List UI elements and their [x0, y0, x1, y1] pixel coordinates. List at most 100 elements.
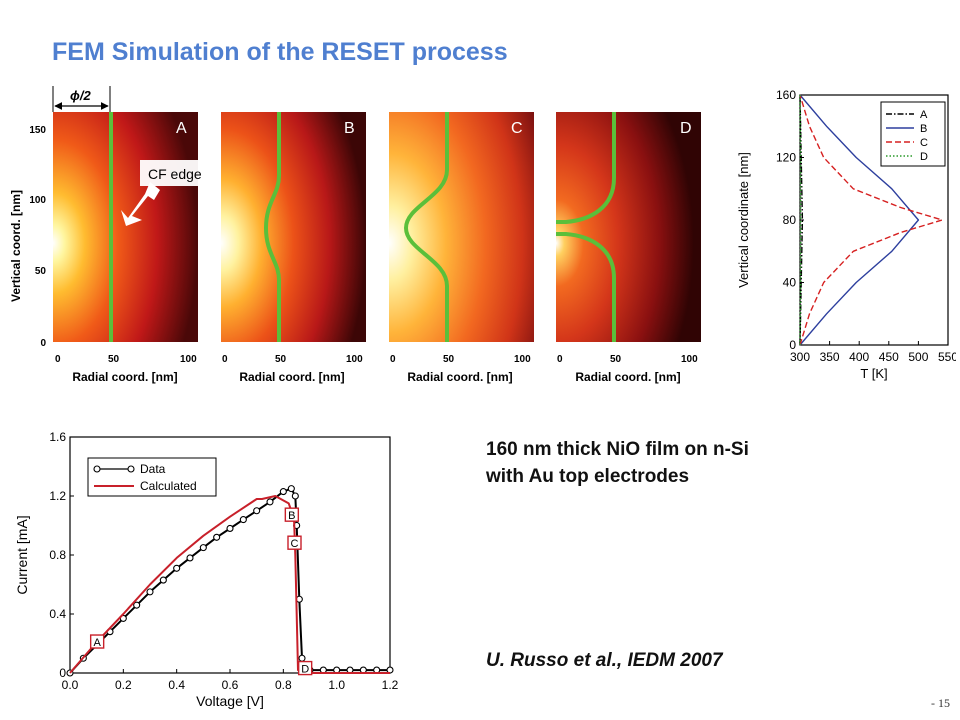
page-number: - 15 — [931, 696, 950, 710]
iv-series-data-point — [173, 564, 181, 572]
iv-ylabel: Current [mA] — [14, 515, 30, 594]
iv-legend-box — [87, 457, 217, 497]
fem-ylabel: Vertical coord. [nm] — [9, 190, 23, 302]
temp-legend: A B C D — [880, 101, 946, 167]
fem-ytick-100: 100 — [29, 195, 46, 206]
iv-curve-chart: Current [mA] Voltage [V] Data Calculated… — [14, 430, 399, 709]
iv-ytick-label-4: 1.6 — [49, 430, 66, 444]
fem-panel-b: B 0 50 100 Radial coord. [nm] — [221, 112, 366, 384]
iv-annotation-box-d — [297, 660, 313, 676]
iv-series-data-point — [226, 524, 234, 532]
iv-ytick-label-0: 0 — [59, 666, 66, 680]
iv-series-data-point — [199, 544, 207, 552]
iv-series-calculated-line — [69, 495, 390, 674]
iv-series-data-point — [213, 533, 221, 541]
iv-annotation-b: B — [288, 510, 295, 522]
cf-edge-callout-text: CF edge — [148, 166, 202, 182]
iv-series-data-point — [159, 576, 167, 584]
fem-panel-c-xtick-100: 100 — [514, 354, 531, 365]
temp-legend-label-b: B — [920, 123, 927, 135]
temp-series-b-line — [799, 94, 920, 346]
iv-series-data-point — [291, 492, 299, 500]
iv-annotation-box-c — [287, 535, 302, 550]
fem-ytick-150: 150 — [29, 125, 46, 136]
cf-edge-callout-box — [140, 160, 216, 186]
temp-ytick-label-1: 40 — [783, 276, 797, 290]
iv-xtick-label-3: 0.6 — [222, 678, 239, 692]
iv-legend: Data Calculated — [87, 457, 217, 497]
iv-series-data-point — [253, 507, 261, 515]
iv-ytick-label-2: 0.8 — [49, 548, 66, 562]
temp-xlabel: T [K] — [860, 366, 887, 381]
fem-ytick-50: 50 — [35, 266, 47, 277]
fem-ytick-0: 0 — [40, 338, 46, 349]
fem-panel-b-label: B — [344, 120, 355, 137]
sample-description: 160 nm thick NiO film on n-Si with Au to… — [486, 436, 749, 490]
temp-xtick-label-2: 400 — [849, 350, 869, 364]
temp-legend-box — [880, 101, 946, 167]
fem-panel-b-xlabel: Radial coord. [nm] — [239, 370, 344, 384]
iv-series-data-point — [186, 554, 194, 562]
temp-xtick-label-3: 450 — [879, 350, 899, 364]
temp-xtick-label-1: 350 — [820, 350, 840, 364]
phi-label: ϕ/2 — [70, 88, 91, 103]
temp-legend-label-d: D — [920, 151, 928, 163]
fem-panel-c-xlabel: Radial coord. [nm] — [407, 370, 512, 384]
temp-legend-label-a: A — [920, 109, 928, 121]
fem-panel-b-cf-edge — [263, 112, 281, 342]
iv-annotation-d: D — [301, 664, 309, 676]
iv-series-data-point — [279, 488, 287, 496]
iv-ytick-label-1: 0.4 — [49, 607, 66, 621]
fem-panel-d: D 0 50 100 Radial coord. [nm] — [556, 112, 701, 384]
temp-ytick-label-2: 80 — [783, 213, 797, 227]
fem-panel-c-cf-edge — [403, 112, 449, 342]
temp-xtick-label-4: 500 — [908, 350, 928, 364]
slide-title: FEM Simulation of the RESET process — [52, 38, 508, 66]
fem-panel-d-xtick-50: 50 — [610, 354, 622, 365]
iv-series-data-point — [266, 498, 274, 506]
iv-series-data-point — [146, 588, 154, 596]
sample-description-line-1: 160 nm thick NiO film on n-Si — [486, 439, 749, 460]
iv-annotation-box-b — [284, 507, 300, 522]
fem-panel-a: A CF edge 0 50 100 Radial coord. [nm] — [53, 112, 216, 384]
fem-panel-b-xtick-50: 50 — [275, 354, 287, 365]
sample-description-line-2: with Au top electrodes — [486, 466, 690, 487]
fem-panel-d-xtick-0: 0 — [557, 354, 563, 365]
iv-xtick-label-5: 1.0 — [328, 678, 345, 692]
iv-xtick-label-0: 0.0 — [62, 678, 79, 692]
iv-series-data-point — [133, 601, 141, 609]
iv-xtick-label-6: 1.2 — [382, 678, 399, 692]
fem-panel-a-map — [53, 112, 198, 342]
iv-legend-label-calculated: Calculated — [140, 479, 197, 493]
temp-series-a-line — [799, 94, 804, 346]
cf-edge-callout: CF edge — [121, 160, 216, 226]
fem-panel-b-map — [221, 112, 366, 342]
fem-panel-a-xtick-100: 100 — [180, 354, 197, 365]
fem-panel-c: C 0 50 100 Radial coord. [nm] — [389, 112, 534, 384]
temp-xtick-label-5: 550 — [938, 350, 956, 364]
temp-ylabel: Vertical coordinate [nm] — [736, 152, 751, 288]
fem-simulation-figure: ϕ/2 Vertical coord. [nm] 0 50 100 150 A … — [9, 86, 701, 384]
temp-series-c-line — [799, 94, 943, 346]
iv-legend-label-data: Data — [140, 462, 166, 476]
fem-panel-a-xlabel: Radial coord. [nm] — [72, 370, 177, 384]
fem-panel-d-map — [556, 112, 701, 342]
fem-panel-c-xtick-50: 50 — [443, 354, 455, 365]
iv-series-data-point — [287, 485, 295, 493]
fem-panel-a-xtick-50: 50 — [108, 354, 120, 365]
fem-panel-a-label: A — [176, 120, 187, 137]
temp-legend-label-c: C — [920, 137, 928, 149]
iv-annotation-a: A — [93, 637, 101, 649]
iv-series-data-point — [298, 654, 306, 662]
fem-panel-b-xtick-100: 100 — [346, 354, 363, 365]
fem-panel-a-xtick-0: 0 — [55, 354, 61, 365]
fem-panel-d-label: D — [680, 120, 692, 137]
iv-xtick-label-4: 0.8 — [275, 678, 292, 692]
fem-panel-d-xtick-100: 100 — [681, 354, 698, 365]
temperature-profile-chart: Vertical coordinate [nm] T [K] A B C D 3… — [736, 88, 956, 381]
iv-ytick-label-3: 1.2 — [49, 489, 66, 503]
fem-panel-d-cf-edge — [556, 112, 616, 342]
cf-edge-arrow — [121, 182, 160, 226]
fem-panel-c-label: C — [511, 120, 523, 137]
iv-xlabel: Voltage [V] — [196, 693, 264, 709]
